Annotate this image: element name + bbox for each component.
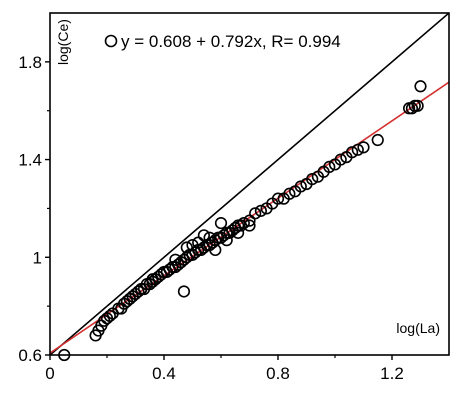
data-point xyxy=(334,153,347,166)
data-point xyxy=(214,216,228,230)
y-tick-label: 1.4 xyxy=(18,151,42,170)
data-point xyxy=(180,241,193,254)
data-point xyxy=(323,160,336,173)
data-point xyxy=(351,143,364,156)
data-point xyxy=(103,309,116,323)
x-tick-label: 0 xyxy=(45,364,54,383)
data-point xyxy=(209,243,222,257)
y-tick-label: 1.8 xyxy=(18,53,42,72)
data-point xyxy=(177,285,191,298)
data-point xyxy=(271,192,285,205)
data-point xyxy=(232,226,245,239)
data-point xyxy=(294,180,307,193)
data-point xyxy=(414,80,427,93)
data-point xyxy=(203,231,216,244)
data-point xyxy=(146,273,159,286)
data-point xyxy=(357,141,370,154)
data-point xyxy=(186,238,199,252)
data-point xyxy=(237,216,250,230)
x-tick-label: 0.8 xyxy=(266,364,290,383)
x-tick-label: 0.4 xyxy=(152,364,176,383)
data-point xyxy=(346,146,359,159)
legend-marker xyxy=(104,34,118,48)
data-point xyxy=(169,253,182,266)
regression-line xyxy=(50,81,449,354)
plot-area xyxy=(50,13,449,362)
data-point xyxy=(254,204,267,217)
x-axis-ticks: 0 0.4 0.8 1.2 xyxy=(45,355,404,383)
data-point xyxy=(249,207,262,220)
legend-text: y = 0.608 + 0.792x, R= 0.994 xyxy=(121,32,341,51)
data-points xyxy=(58,80,427,362)
y-tick-label: 0.6 xyxy=(18,346,42,365)
data-point xyxy=(220,234,233,247)
x-axis-label: log(La) xyxy=(396,320,440,336)
reference-line xyxy=(50,13,449,355)
data-point xyxy=(123,292,136,305)
plot-frame xyxy=(49,12,450,356)
y-tick-label: 1 xyxy=(33,248,42,267)
data-point xyxy=(197,229,210,242)
y-axis-label: log(Ce) xyxy=(55,19,71,65)
x-tick-label: 1.2 xyxy=(380,364,404,383)
data-point xyxy=(411,99,424,112)
data-point xyxy=(371,133,384,147)
data-point xyxy=(283,187,296,200)
y-axis-ticks: 0.6 1 1.4 1.8 xyxy=(18,53,50,365)
data-point xyxy=(135,282,148,296)
legend: y = 0.608 + 0.792x, R= 0.994 xyxy=(104,32,341,51)
data-point xyxy=(405,102,419,115)
data-point xyxy=(306,173,319,186)
data-point xyxy=(243,219,256,232)
data-point xyxy=(132,285,145,298)
